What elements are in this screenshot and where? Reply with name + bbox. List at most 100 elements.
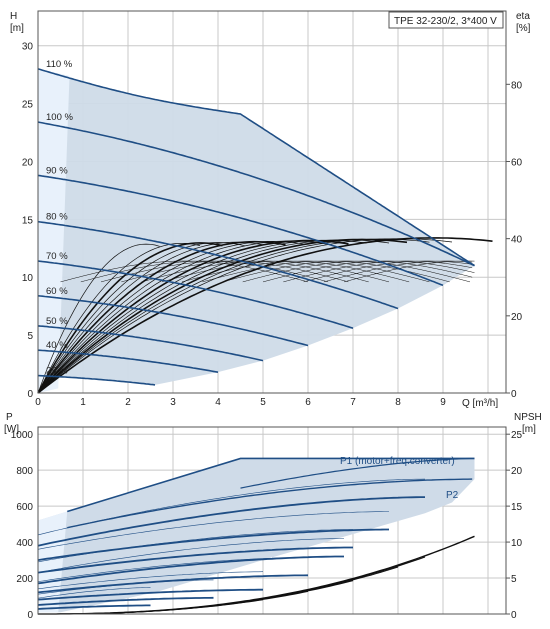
bottom-y-tick-label: 200 (16, 574, 33, 585)
top-y-tick-label: 20 (22, 157, 34, 168)
power-curve-thin (37, 571, 264, 590)
top-y-tick-label: 15 (22, 215, 34, 226)
top-y2-unit: [%] (516, 23, 531, 34)
top-y-label: H (10, 11, 17, 22)
top-y2-label: eta (516, 11, 530, 22)
power-curve (37, 588, 263, 601)
head-curve (37, 295, 309, 347)
head-curve-label: 70 % (46, 251, 68, 262)
head-curve (37, 374, 156, 386)
head-curve-label: 40 % (46, 340, 68, 351)
top-efficiency-curves (37, 237, 493, 394)
head-curve-label: 50 % (46, 316, 68, 327)
top-y-tick-label: 0 (27, 389, 33, 400)
bottom-y-tick-label: 0 (27, 610, 33, 621)
bottom-y-tick-label: 1000 (11, 430, 34, 441)
power-curve (37, 574, 309, 594)
head-curve-label: 80 % (46, 212, 68, 223)
top-envelope-edge (38, 68, 70, 393)
efficiency-curve (37, 237, 493, 394)
efficiency-arc (141, 260, 390, 283)
efficiency-arc (181, 260, 430, 283)
head-curve (37, 68, 475, 267)
top-y2-tick-label: 0 (511, 389, 517, 400)
head-curve-label: 25 % (46, 366, 68, 377)
top-y2-tick-label: 40 (511, 235, 523, 246)
head-curve (37, 220, 399, 310)
top-y2-tick-label: 20 (511, 312, 523, 323)
head-curve-label: 110 % (46, 59, 73, 70)
power-curve (37, 496, 425, 547)
head-curve (37, 349, 219, 373)
bottom-y-tick-label: 400 (16, 538, 33, 549)
head-curve (37, 174, 444, 287)
x-tick-label: 4 (215, 397, 221, 408)
x-tick-label: 8 (395, 397, 401, 408)
power-curve (37, 528, 389, 561)
top-y2-tick-label: 60 (511, 157, 523, 168)
power-curve-thin (37, 557, 308, 582)
head-curve-label: 100 % (46, 112, 73, 123)
power-curve-thin (37, 579, 214, 595)
top-envelope-area (38, 68, 475, 393)
efficiency-arc (100, 260, 349, 283)
efficiency-curve (37, 242, 223, 394)
bottom-y2-tick-label: 15 (511, 502, 523, 513)
top-y-tick-label: 25 (22, 100, 34, 111)
p1-envelope-curve (67, 457, 475, 513)
power-curve-thin (37, 478, 426, 536)
chart-title: TPE 32-230/2, 3*400 V (394, 16, 497, 27)
efficiency-arc (80, 260, 329, 283)
top-tick-labels: 0 1 2 3 4 5 6 7 8 9 0 5 10 15 20 25 30 0 20 40 60 80 (22, 42, 523, 408)
bottom-y2-tick-label: 0 (511, 610, 517, 621)
power-curve (37, 596, 214, 606)
p1-label: P1 (motor+freq.converter) (340, 456, 455, 467)
bottom-y-label: P (6, 412, 13, 423)
power-curve-thin (37, 511, 389, 550)
top-y2-tick-label: 80 (511, 80, 523, 91)
x-tick-label: 0 (35, 397, 41, 408)
efficiency-arc (283, 260, 473, 283)
p1-curve (240, 457, 475, 489)
top-frame (37, 10, 507, 394)
head-curve-label: 60 % (46, 286, 68, 297)
head-curve (37, 325, 264, 362)
bottom-envelope-edge (38, 511, 68, 613)
bottom-y-tick-label: 600 (16, 502, 33, 513)
bottom-y-tick-label: 800 (16, 466, 33, 477)
bottom-tick-labels: 0 200 400 600 800 1000 0 5 10 15 20 25 (11, 430, 523, 621)
bottom-y2-label: NPSH (514, 412, 542, 423)
x-tick-label: 5 (260, 397, 266, 408)
efficiency-arc (343, 260, 475, 283)
top-envelope (38, 68, 475, 393)
x-tick-label: 9 (440, 397, 446, 408)
power-curve-thin (37, 538, 344, 573)
p2-curve (67, 478, 473, 529)
top-head-curves: 110 % 100 % 90 % 80 % 70 % 60 % 50 % 40 % 25 % (37, 59, 475, 386)
top-y-tick-label: 30 (22, 42, 34, 53)
efficiency-arc (222, 260, 471, 283)
efficiency-curve (37, 243, 160, 394)
top-y-tick-label: 10 (22, 273, 34, 284)
x-tick-label: 2 (125, 397, 131, 408)
head-curve (37, 121, 475, 267)
top-y-tick-label: 5 (27, 331, 33, 342)
head-curve-label: 90 % (46, 165, 68, 176)
bottom-y2-tick-label: 25 (511, 430, 523, 441)
efficiency-arc (60, 260, 309, 283)
bottom-y2-tick-label: 10 (511, 538, 523, 549)
x-tick-label: 7 (350, 397, 356, 408)
bottom-frame (37, 426, 507, 615)
power-curve-thin (37, 587, 151, 599)
efficiency-arc (323, 260, 473, 283)
efficiency-arc (161, 260, 410, 283)
bottom-power-curves (37, 457, 475, 610)
efficiency-arc (121, 260, 369, 283)
power-curve (37, 546, 353, 574)
p2-label: P2 (446, 490, 459, 501)
power-curve-thin (37, 529, 353, 563)
efficiency-arc (262, 260, 475, 283)
bottom-y2-unit: [m] (522, 424, 536, 435)
